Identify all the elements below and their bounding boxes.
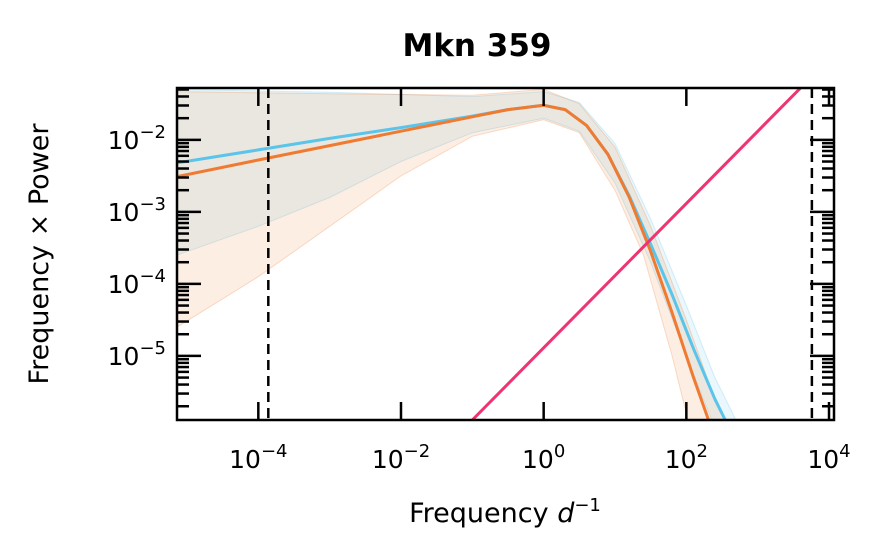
orange-model-band	[177, 88, 726, 420]
x-axis-label: Frequency d−1	[409, 495, 601, 529]
y-tick-labels: 10−2 10−3 10−4 10−5	[108, 122, 166, 371]
chart-title: Mkn 359	[402, 28, 551, 64]
x-tick-labels: 10−4 10−2 100 102 104	[229, 441, 850, 474]
x-tick-label: 10−2	[372, 441, 430, 474]
blue-model-band	[177, 88, 737, 420]
y-axis-label: Frequency × Power	[24, 123, 55, 385]
orange-model-line	[177, 103, 711, 420]
y-tick-label: 10−3	[108, 194, 166, 227]
series-lines	[177, 88, 802, 420]
confidence-bands	[177, 88, 737, 420]
x-tick-label: 102	[665, 441, 708, 474]
y-tick-label: 10−5	[108, 338, 166, 371]
y-tick-label: 10−4	[108, 266, 166, 299]
axis-ticks	[177, 88, 834, 420]
vertical-dashed-lines	[267, 88, 814, 420]
noise-level-line	[471, 88, 802, 420]
y-tick-label: 10−2	[108, 122, 166, 155]
x-tick-label: 100	[522, 441, 565, 474]
plot-frame	[175, 86, 836, 422]
x-tick-label: 10−4	[229, 441, 287, 474]
x-tick-label: 104	[807, 441, 850, 474]
